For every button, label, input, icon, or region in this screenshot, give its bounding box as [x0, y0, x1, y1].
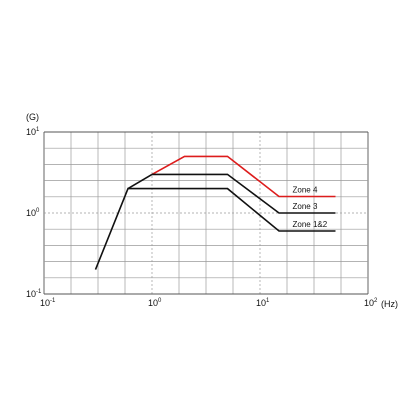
x-tick-label: 101: [256, 298, 270, 308]
series-line-zone-4: [151, 155, 336, 198]
y-tick-label: 10-1: [26, 289, 42, 299]
series-label: Zone 4: [292, 185, 317, 194]
y-tick-label: 101: [26, 127, 40, 137]
x-tick-label: 102: [364, 298, 378, 308]
x-tick-label: 10-1: [40, 298, 56, 308]
series-label: Zone 3: [292, 202, 317, 211]
y-axis-label: (G): [26, 112, 39, 122]
series-line-zone-3: [152, 173, 336, 214]
y-tick-label: 100: [26, 208, 40, 218]
series-line-connector: [127, 173, 153, 190]
series-line-zone-1-2: [94, 187, 336, 270]
chart-series: [94, 155, 336, 270]
x-tick-label: 100: [148, 298, 162, 308]
chart-labels: Zone 4 Zone 3 Zone 1&2 10-1 100 101 102 10-1 100…: [26, 127, 378, 308]
series-label: Zone 1&2: [292, 220, 327, 229]
x-axis-label: (Hz): [381, 299, 398, 309]
